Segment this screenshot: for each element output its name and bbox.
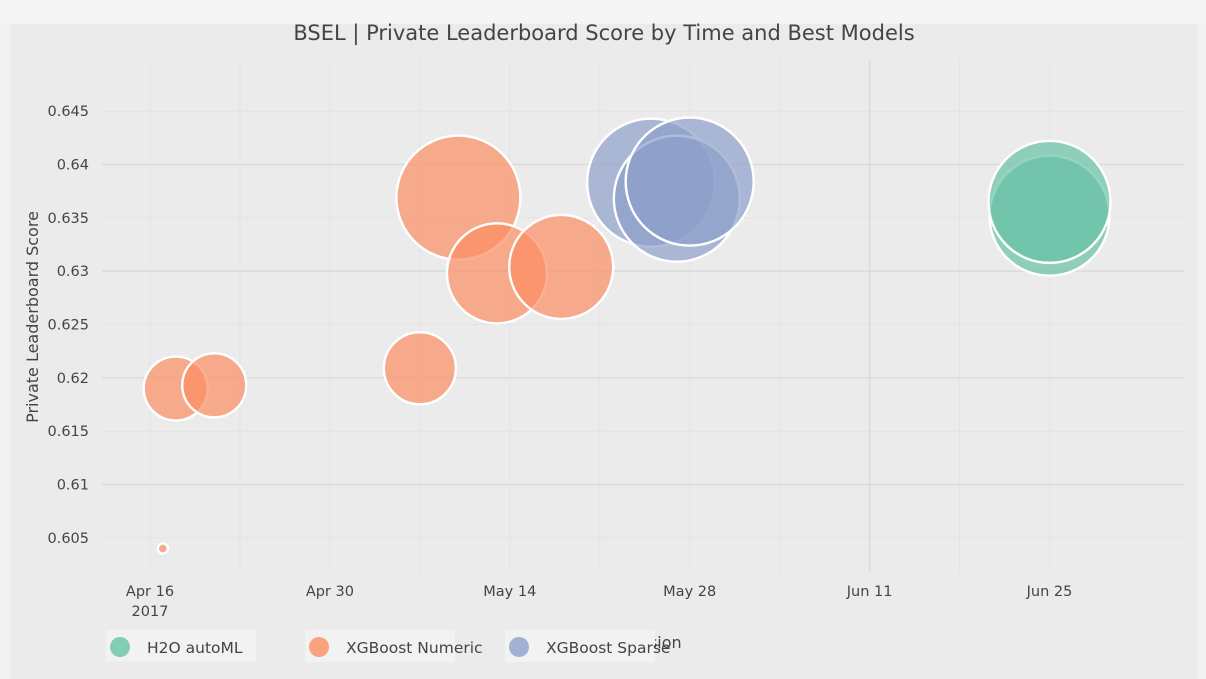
legend-label[interactable]: H2O autoML (147, 639, 243, 657)
top-band-inner (10, 0, 1206, 24)
legend: H2O autoML XGBoost Numeric XGBoost Sparse (106, 630, 670, 662)
legend-item-background (505, 630, 655, 662)
y-axis-title: Private Leaderboard Score (23, 211, 42, 423)
legend-swatch[interactable] (509, 637, 529, 657)
y-tick-label: 0.605 (47, 531, 89, 547)
legend-label[interactable]: XGBoost Numeric (346, 639, 483, 657)
x-tick-label: Jun 11 (846, 584, 893, 600)
bubble-point[interactable] (382, 331, 458, 406)
bubble-point[interactable] (508, 213, 615, 321)
bubble-point[interactable] (624, 116, 755, 247)
x-tick-label: Apr 16 (126, 584, 174, 600)
x-tick-sublabel: 2017 (132, 604, 169, 620)
chart-title: BSEL | Private Leaderboard Score by Time… (293, 21, 914, 46)
x-tick-label: Jun 25 (1026, 584, 1073, 600)
y-tick-label: 0.645 (47, 104, 89, 120)
y-tick-label: 0.64 (57, 158, 89, 174)
y-tick-label: 0.62 (57, 371, 89, 387)
y-tick-label: 0.635 (47, 211, 89, 227)
y-tick-label: 0.625 (47, 318, 89, 334)
bubble-point[interactable] (181, 352, 248, 419)
x-tick-label: May 28 (663, 584, 716, 600)
legend-swatch[interactable] (309, 637, 329, 657)
tick-layer: 0.605 0.61 0.615 0.62 0.625 0.63 0.635 0.64 0.64… (47, 104, 1072, 620)
y-tick-label: 0.63 (57, 264, 89, 280)
y-tick-label: 0.615 (47, 424, 89, 440)
bubble-layer (142, 116, 1112, 555)
bubble-point[interactable] (156, 542, 170, 555)
legend-swatch[interactable] (110, 637, 130, 657)
bubble-point[interactable] (987, 139, 1112, 265)
legend-item-background (305, 630, 455, 662)
plot-background (10, 24, 1198, 679)
legend-label[interactable]: XGBoost Sparse (546, 639, 670, 657)
x-tick-label: May 14 (483, 584, 536, 600)
y-tick-label: 0.61 (57, 478, 89, 494)
legend-item-background (106, 630, 256, 662)
x-tick-label: Apr 30 (306, 584, 354, 600)
